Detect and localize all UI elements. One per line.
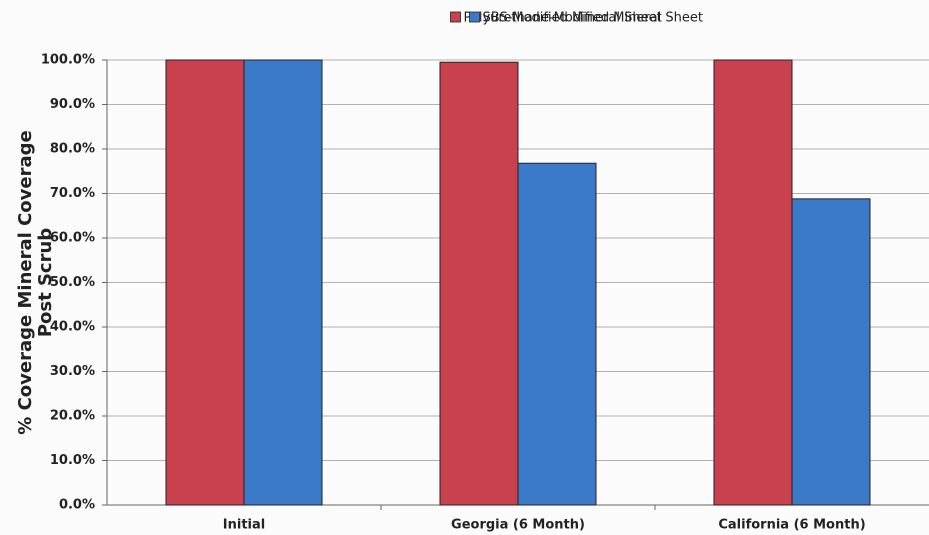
x-tick-label: California (6 Month) [718, 518, 865, 533]
y-tick-label: 70.0% [50, 186, 95, 201]
bar [243, 59, 323, 506]
legend-swatch [469, 11, 480, 23]
x-tick-label: Initial [223, 518, 265, 533]
y-axis-label: % Coverage Mineral Coverage [15, 130, 36, 434]
y-tick-label: 50.0% [50, 275, 95, 290]
bar [439, 61, 519, 506]
bar [713, 59, 793, 506]
y-tick-label: 60.0% [50, 231, 95, 246]
legend-swatch [450, 11, 461, 23]
y-tick-label: 20.0% [50, 409, 95, 424]
legend-label: SBS-Modified Mineral Sheet [483, 11, 662, 26]
y-tick-label: 0.0% [59, 498, 95, 513]
y-tick-label: 10.0% [50, 453, 95, 468]
y-tick-label: 30.0% [50, 364, 95, 379]
bar [791, 198, 871, 506]
legend-label: Polyurethane-Modified Mineral Sheet [464, 11, 703, 26]
y-tick-label: 90.0% [50, 97, 95, 112]
bar [517, 162, 597, 506]
bar [165, 59, 245, 506]
legend: Polyurethane-Modified Mineral SheetSBS-M… [450, 11, 703, 26]
y-tick-label: 40.0% [50, 320, 95, 335]
y-tick-label: 100.0% [41, 53, 95, 68]
y-tick-label: 80.0% [50, 142, 95, 157]
y-axis-label: Post Scrub [35, 228, 56, 337]
x-tick-label: Georgia (6 Month) [451, 518, 585, 533]
